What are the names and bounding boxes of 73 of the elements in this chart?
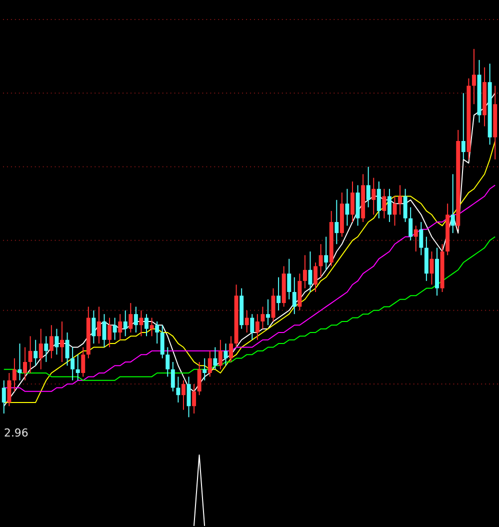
candlestick bbox=[170, 361, 175, 392]
candlestick bbox=[260, 306, 265, 330]
candlestick bbox=[160, 324, 164, 359]
candlestick bbox=[472, 48, 476, 105]
candlestick bbox=[76, 354, 80, 381]
candlestick bbox=[430, 250, 434, 286]
candlestick bbox=[387, 188, 392, 223]
candlestick bbox=[382, 188, 386, 219]
candlestick bbox=[419, 222, 424, 256]
text: 2.96 bbox=[4, 426, 28, 440]
candlestick bbox=[450, 174, 455, 234]
candlestick bbox=[134, 306, 138, 333]
candlestick bbox=[81, 346, 86, 378]
candlestick bbox=[96, 306, 101, 344]
candlestick bbox=[255, 314, 260, 340]
candlestick bbox=[186, 376, 191, 418]
candlestick bbox=[244, 310, 249, 333]
candlestick bbox=[461, 92, 466, 160]
candlestick bbox=[398, 184, 402, 216]
candlestick bbox=[208, 350, 212, 378]
candlestick bbox=[318, 244, 323, 278]
candlestick bbox=[28, 336, 32, 374]
candlestick bbox=[44, 336, 48, 362]
candlestick bbox=[49, 324, 54, 359]
candlestick bbox=[414, 225, 418, 252]
candlestick bbox=[334, 199, 339, 245]
candlestick bbox=[376, 181, 381, 219]
candlestick bbox=[181, 380, 186, 410]
candlestick bbox=[144, 314, 148, 337]
candlestick bbox=[314, 262, 318, 292]
candlestick bbox=[202, 358, 207, 381]
candlestick bbox=[70, 346, 75, 381]
candlestick bbox=[266, 298, 270, 326]
candlestick bbox=[271, 288, 276, 322]
candlestick bbox=[155, 320, 160, 344]
candlestick bbox=[345, 188, 350, 226]
candlestick bbox=[350, 181, 354, 223]
candlestick bbox=[403, 188, 408, 223]
candlestick bbox=[213, 346, 218, 370]
candlestick bbox=[128, 302, 133, 333]
candlestick bbox=[302, 254, 307, 289]
candlestick bbox=[166, 346, 170, 378]
candlestick bbox=[118, 314, 122, 340]
candlestick bbox=[54, 328, 59, 356]
candlestick bbox=[366, 166, 370, 208]
candlestick bbox=[287, 258, 292, 300]
candlestick bbox=[308, 250, 312, 292]
candlestick bbox=[112, 317, 117, 340]
candlestick bbox=[123, 310, 128, 337]
candlestick bbox=[224, 343, 228, 366]
candlestick bbox=[250, 314, 254, 340]
candlestick bbox=[12, 358, 16, 392]
candlestick bbox=[2, 380, 6, 414]
candlestick bbox=[108, 317, 112, 348]
candlestick bbox=[218, 339, 222, 370]
candlestick bbox=[65, 332, 70, 366]
candlestick bbox=[408, 206, 413, 241]
candlestick bbox=[197, 361, 202, 396]
candlestick bbox=[150, 317, 154, 337]
candlestick bbox=[34, 339, 38, 366]
candlestick bbox=[7, 372, 12, 407]
candlestick bbox=[60, 320, 64, 362]
candlestick bbox=[229, 336, 234, 362]
candlestick bbox=[192, 384, 196, 414]
candlestick bbox=[38, 328, 43, 370]
candlestick bbox=[372, 177, 376, 216]
candlestick bbox=[23, 346, 28, 381]
candlestick bbox=[176, 376, 180, 403]
candlestick bbox=[92, 310, 96, 344]
candlestick bbox=[292, 276, 296, 315]
candlestick bbox=[276, 276, 281, 311]
candlestick bbox=[324, 236, 328, 270]
candlestick bbox=[139, 310, 144, 337]
